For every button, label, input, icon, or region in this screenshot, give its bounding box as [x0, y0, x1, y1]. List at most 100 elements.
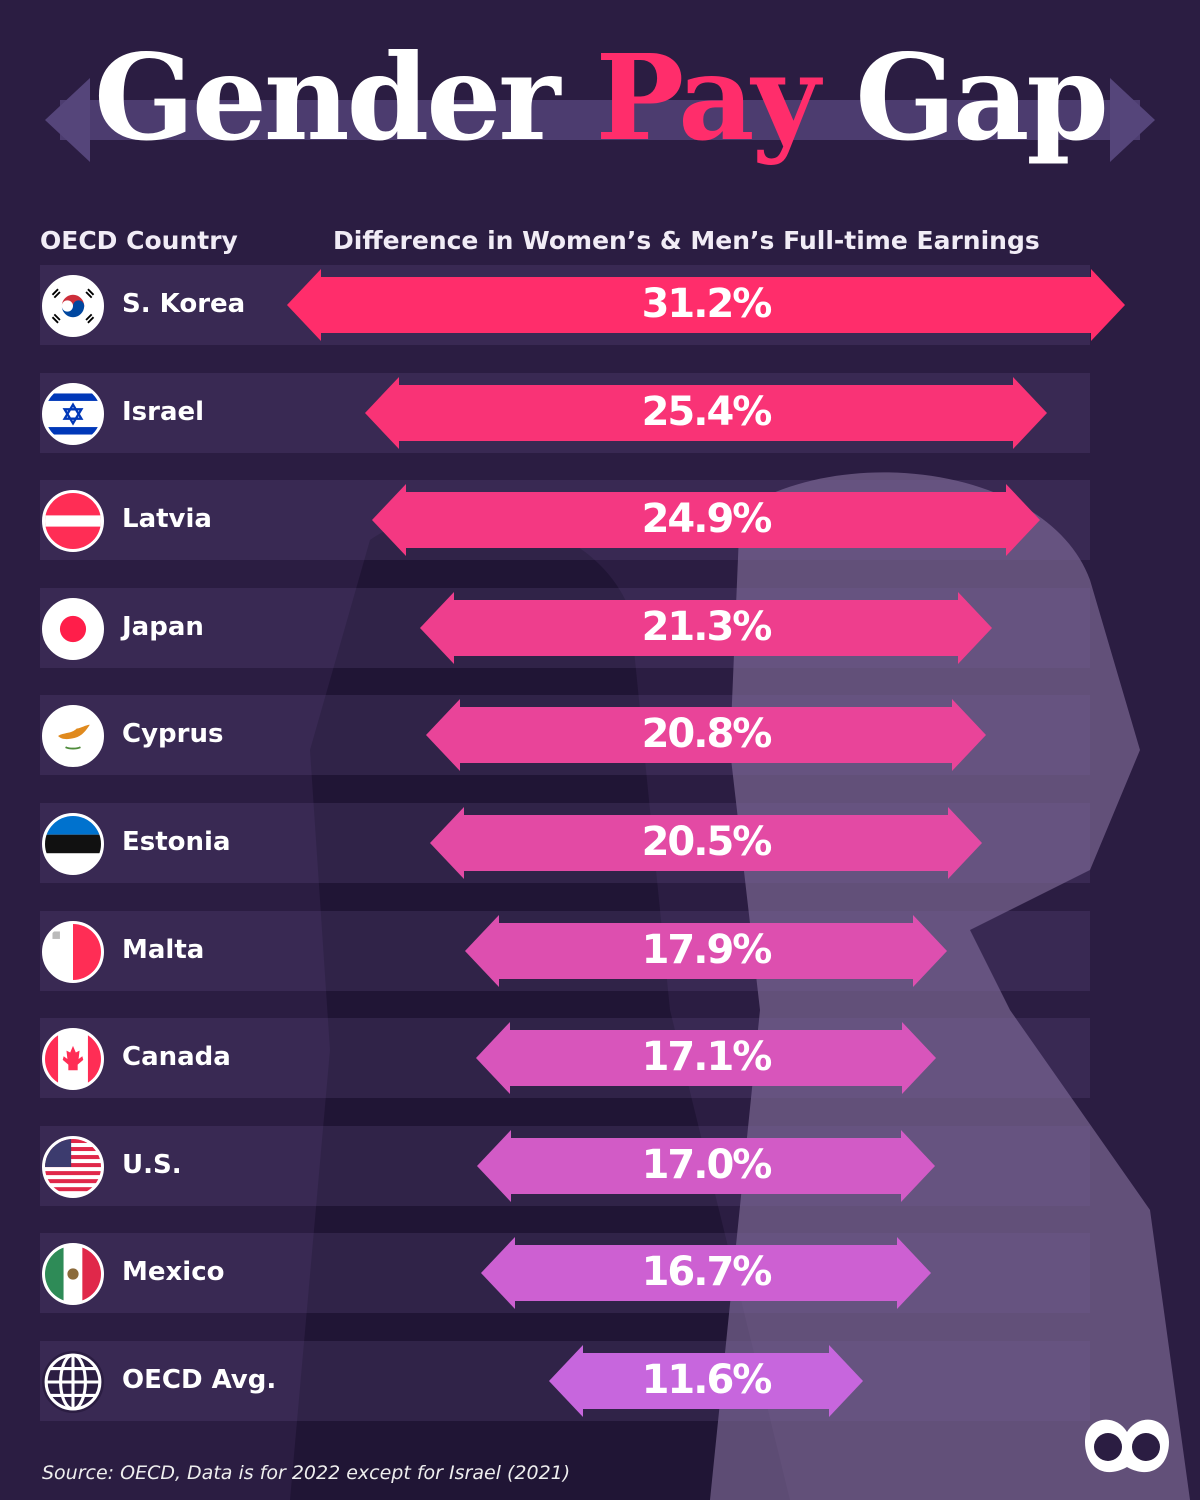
bar-body	[398, 384, 1014, 441]
arrow-left	[364, 376, 399, 449]
bar-body	[460, 707, 952, 764]
bar-mark: 16.7%	[481, 1237, 931, 1310]
value-label: 11.6%	[641, 1357, 773, 1403]
value-label: 17.0%	[641, 1141, 773, 1188]
arrow-left	[465, 914, 500, 987]
country-label: Malta	[122, 934, 205, 965]
bar-mark: 20.5%	[430, 807, 982, 879]
bar-body	[511, 1137, 901, 1194]
bar-body	[405, 492, 1007, 549]
bar-mark: 17.0%	[477, 1129, 935, 1202]
title-gap: Gap	[817, 28, 1109, 167]
arrow-right	[896, 1237, 931, 1310]
value-label: 25.4%	[641, 388, 773, 435]
bar-body	[453, 599, 959, 656]
bar-body	[515, 1245, 897, 1302]
bar-body	[321, 277, 1091, 333]
chart-row: Japan 21.3%	[0, 587, 1200, 668]
arrow-right	[828, 1345, 863, 1417]
flag-icon	[42, 275, 104, 337]
value-label: 31.2%	[641, 281, 773, 327]
title-arrow-bar	[60, 100, 1140, 140]
bar-body	[509, 1030, 903, 1087]
bar-body	[464, 815, 948, 871]
country-label: Israel	[122, 396, 205, 427]
arrow-right	[912, 914, 947, 987]
chart-title: Gender Pay Gap	[0, 20, 1200, 200]
value-label: 24.9%	[641, 496, 773, 543]
country-label: Mexico	[122, 1257, 225, 1288]
value-label: 20.8%	[641, 711, 773, 758]
globe-icon	[42, 1351, 104, 1413]
bar-body	[499, 922, 913, 979]
flag-icon	[42, 920, 104, 983]
chart-row: Estonia 20.5%	[0, 803, 1200, 883]
arrow-right	[947, 807, 982, 879]
arrow-left	[477, 1129, 512, 1202]
chart-row: Malta 17.9%	[0, 910, 1200, 991]
chart-row: Mexico 16.7%	[0, 1233, 1200, 1314]
arrow-left	[287, 269, 322, 341]
country-label: OECD Avg.	[122, 1365, 277, 1395]
flag-icon	[42, 382, 104, 445]
title-text: Gender Pay Gap	[0, 28, 1200, 167]
arrow-left	[426, 699, 461, 772]
chart-row: Israel 25.4%	[0, 372, 1200, 453]
arrow-left	[430, 807, 465, 879]
bar-mark: 24.9%	[371, 484, 1041, 557]
arrow-left	[481, 1237, 516, 1310]
country-label: S. Korea	[122, 289, 246, 319]
metric-header: Difference in Women’s & Men’s Full-time …	[333, 226, 1040, 255]
value-label: 17.9%	[641, 926, 773, 973]
arrow-right	[1013, 376, 1048, 449]
chart-row: U.S. 17.0%	[0, 1125, 1200, 1206]
bar-mark: 25.4%	[364, 376, 1048, 449]
chart-row: Canada 17.1%	[0, 1018, 1200, 1099]
chart-row: S. Korea 31.2%	[0, 265, 1200, 345]
flag-icon	[42, 705, 104, 768]
chart-row: OECD Avg. 11.6%	[0, 1341, 1200, 1421]
bar-body	[583, 1353, 829, 1409]
country-label: Japan	[122, 611, 204, 642]
country-label: Latvia	[122, 504, 212, 535]
arrow-right	[951, 699, 986, 772]
arrow-right	[958, 591, 993, 664]
title-arrow-right	[1110, 78, 1155, 162]
flag-icon	[42, 1135, 104, 1198]
value-label: 21.3%	[641, 603, 773, 650]
arrow-left	[549, 1345, 584, 1417]
chart-row: Latvia 24.9%	[0, 480, 1200, 561]
country-header: OECD Country	[40, 226, 238, 255]
flag-icon	[42, 597, 104, 660]
arrow-right	[902, 1022, 937, 1095]
arrow-right	[1006, 484, 1041, 557]
value-label: 16.7%	[641, 1249, 773, 1296]
country-label: U.S.	[122, 1149, 182, 1180]
value-label: 20.5%	[641, 819, 773, 865]
source-note: Source: OECD, Data is for 2022 except fo…	[42, 1462, 571, 1484]
bar-mark: 21.3%	[419, 591, 993, 664]
bar-mark: 17.1%	[475, 1022, 937, 1095]
title-arrow-left	[45, 78, 90, 162]
arrow-right	[900, 1129, 935, 1202]
chart-row: Cyprus 20.8%	[0, 695, 1200, 776]
arrow-left	[419, 591, 454, 664]
bar-mark: 31.2%	[287, 269, 1125, 341]
country-label: Estonia	[122, 827, 231, 857]
bar-mark: 20.8%	[426, 699, 986, 772]
country-label: Canada	[122, 1042, 231, 1073]
flag-icon	[42, 1028, 104, 1091]
arrow-left	[475, 1022, 510, 1095]
bar-mark: 17.9%	[465, 914, 947, 987]
country-label: Cyprus	[122, 719, 224, 750]
title-gender: Gender	[94, 28, 596, 167]
arrow-left	[371, 484, 406, 557]
flag-icon	[42, 1243, 104, 1306]
bar-mark: 11.6%	[549, 1345, 863, 1417]
publisher-logo	[1085, 1419, 1169, 1473]
title-pay: Pay	[595, 28, 821, 167]
flag-icon	[42, 490, 104, 553]
flag-icon	[42, 813, 104, 875]
arrow-right	[1090, 269, 1125, 341]
value-label: 17.1%	[641, 1034, 773, 1081]
